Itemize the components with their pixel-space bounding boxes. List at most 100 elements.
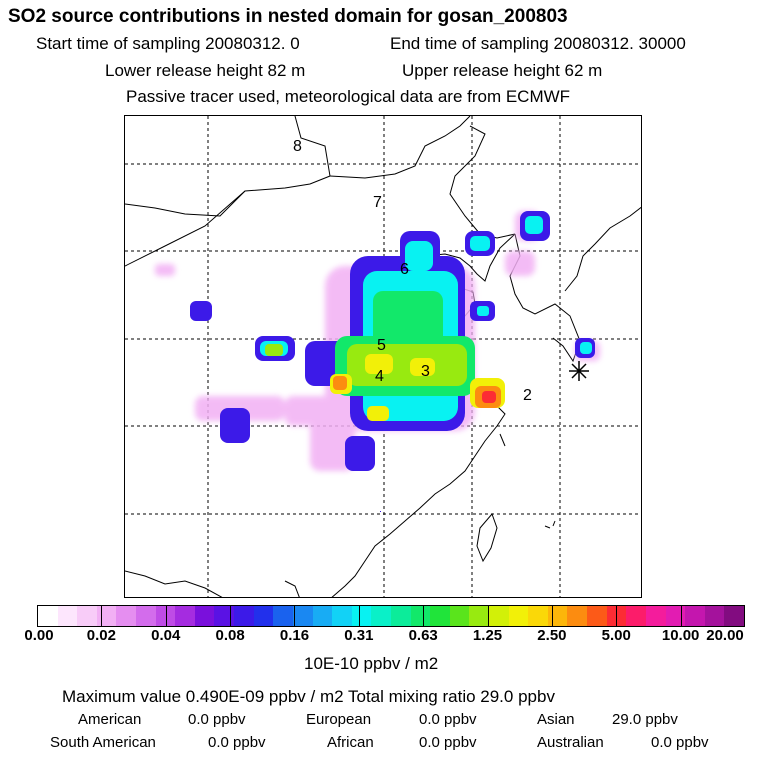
colorbar-swatch: [547, 606, 568, 626]
colorbar-tick-label: 0.63: [408, 627, 438, 644]
region-label-6: 6: [400, 261, 409, 278]
max-value-line: Maximum value 0.490E-09 ppbv / m2 Total …: [62, 687, 555, 706]
region-name-australian: Australian: [537, 734, 604, 751]
map-title: SO2 source contributions in nested domai…: [8, 6, 568, 27]
colorbar-swatch: [312, 606, 333, 626]
colorbar-swatch: [704, 606, 725, 626]
region-label-2: 2: [523, 387, 532, 404]
colorbar-swatch: [645, 606, 666, 626]
region-name-african: African: [327, 734, 374, 751]
colorbar-tick-label: 20.00: [706, 627, 744, 644]
colorbar-swatch: [528, 606, 548, 626]
colorbar-swatch: [234, 606, 254, 626]
region-label-4: 4: [375, 368, 384, 385]
tracer-note: Passive tracer used, meteorological data…: [126, 87, 571, 106]
region-name-south-american: South American: [50, 734, 156, 751]
region-name-european: European: [306, 711, 372, 728]
contribution-field: [155, 211, 600, 512]
region-value-asian: 29.0 ppbv: [612, 711, 678, 728]
region-value-european: 0.0 ppbv: [419, 711, 477, 728]
colorbar-swatch: [38, 606, 58, 626]
colorbar-swatch: [587, 606, 607, 626]
border-line: [284, 580, 300, 597]
colorbar-swatch: [410, 606, 431, 626]
colorbar-swatch: [136, 606, 156, 626]
colorbar-swatch: [155, 606, 176, 626]
colorbar-tick-mark: [230, 605, 231, 627]
region-value-australian: 0.0 ppbv: [651, 734, 709, 751]
colorbar-swatch: [351, 606, 372, 626]
colorbar-swatch: [449, 606, 470, 626]
colorbar-swatch: [508, 606, 529, 626]
colorbar-tick-mark: [359, 605, 360, 627]
region-name-american: American: [78, 711, 142, 728]
colorbar-tick-label: 0.16: [279, 627, 310, 644]
colorbar-tick-label: 10.00: [661, 627, 700, 644]
map-canvas: 8 7 6 5 4 3 2: [125, 116, 641, 597]
colorbar-swatch: [96, 606, 117, 626]
colorbar-tick-mark: [681, 605, 682, 627]
colorbar-swatch: [175, 606, 195, 626]
region-value-american: 0.0 ppbv: [188, 711, 246, 728]
colorbar-tick-label: 0.02: [86, 627, 116, 644]
colorbar-tick-label: 2.50: [537, 627, 567, 644]
colorbar-swatch: [292, 606, 313, 626]
colorbar-swatch: [214, 606, 235, 626]
colorbar-swatch: [430, 606, 450, 626]
coastline-sea: [564, 206, 641, 292]
region-label-5: 5: [377, 337, 386, 354]
region-name-asian: Asian: [537, 711, 575, 728]
colorbar-swatch: [77, 606, 97, 626]
region-label-8: 8: [293, 138, 302, 155]
taiwan-island: [476, 513, 498, 563]
colorbar-tick-mark: [552, 605, 553, 627]
region-value-south-american: 0.0 ppbv: [208, 734, 266, 751]
colorbar-swatch: [489, 606, 509, 626]
colorbar-tick-label: 1.25: [472, 627, 503, 644]
colorbar: [37, 605, 745, 627]
region-label-3: 3: [421, 363, 430, 380]
colorbar-swatch: [626, 606, 646, 626]
receptor-star-icon: [569, 361, 589, 381]
colorbar-tick-label: 0.31: [344, 627, 374, 644]
end-time-label: End time of sampling 20080312. 30000: [390, 34, 686, 53]
map-panel: 8 7 6 5 4 3 2: [124, 115, 642, 598]
colorbar-swatch: [194, 606, 215, 626]
colorbar-swatch: [371, 606, 391, 626]
colorbar-tick-mark: [166, 605, 167, 627]
lower-release-label: Lower release height 82 m: [105, 61, 306, 80]
colorbar-tick-mark: [101, 605, 102, 627]
border-line: [329, 116, 471, 179]
colorbar-swatch: [469, 606, 490, 626]
region-label-7: 7: [373, 194, 382, 211]
colorbar-unit: 10E-10 ppbv / m2: [304, 654, 439, 673]
colorbar-swatch: [390, 606, 411, 626]
upper-release-label: Upper release height 62 m: [402, 61, 603, 80]
colorbar-tick-label: 5.00: [601, 627, 631, 644]
colorbar-tick-label: 0.00: [24, 627, 54, 644]
colorbar-swatch: [57, 606, 78, 626]
colorbar-swatch: [253, 606, 274, 626]
region-value-african: 0.0 ppbv: [419, 734, 477, 751]
island: [544, 520, 556, 529]
colorbar-swatch: [665, 606, 686, 626]
island: [499, 433, 506, 447]
colorbar-tick-mark: [616, 605, 617, 627]
border-line: [125, 116, 331, 217]
colorbar-swatch: [273, 606, 293, 626]
border-line: [125, 190, 246, 267]
colorbar-tick-label: 0.04: [151, 627, 181, 644]
border-line: [125, 570, 223, 597]
colorbar-swatch: [116, 606, 137, 626]
colorbar-tick-label: 0.08: [215, 627, 245, 644]
colorbar-tick-mark: [423, 605, 424, 627]
start-time-label: Start time of sampling 20080312. 0: [36, 34, 300, 53]
colorbar-swatch: [685, 606, 705, 626]
colorbar-tick-mark: [488, 605, 489, 627]
grid-layer: [125, 116, 641, 597]
colorbar-swatch: [724, 606, 744, 626]
border-line: [449, 125, 516, 239]
colorbar-tick-mark: [294, 605, 295, 627]
colorbar-swatch: [567, 606, 588, 626]
colorbar-swatch: [332, 606, 352, 626]
